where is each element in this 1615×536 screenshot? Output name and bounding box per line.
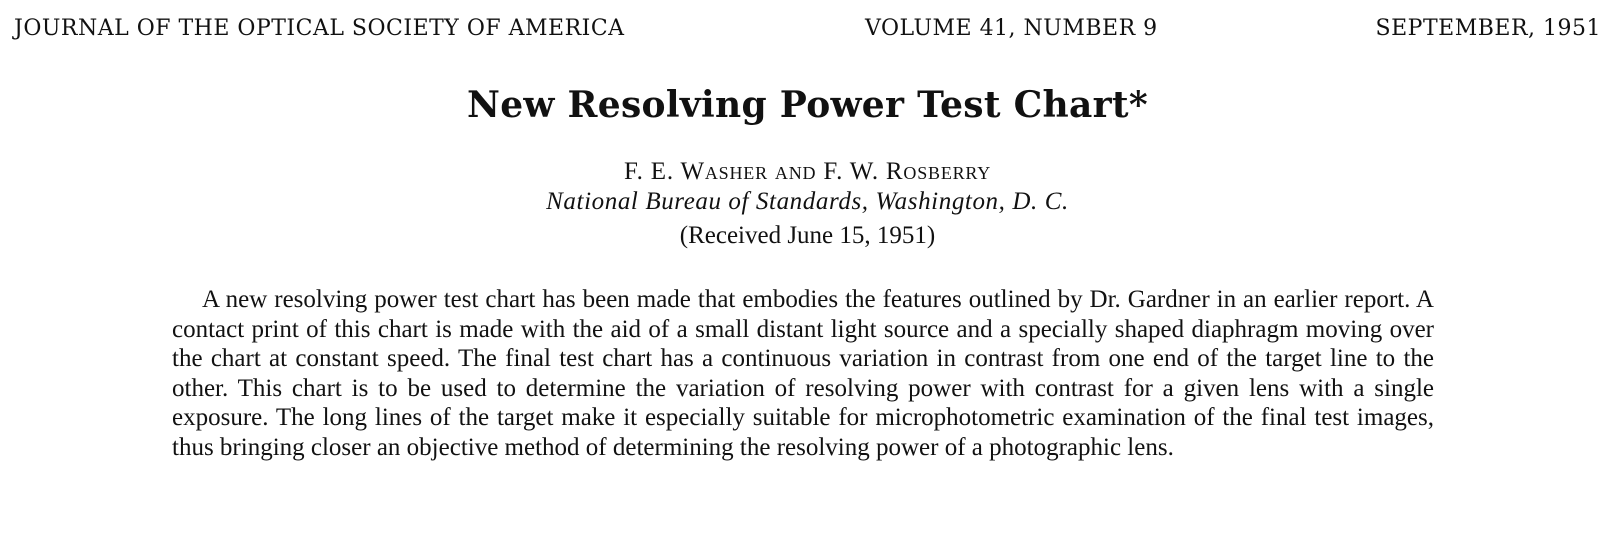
volume-number: VOLUME 41, NUMBER 9 xyxy=(865,16,1158,41)
author-affiliation: National Bureau of Standards, Washington… xyxy=(546,188,1069,215)
journal-name: JOURNAL OF THE OPTICAL SOCIETY OF AMERIC… xyxy=(14,16,625,41)
article-authors: F. E. Washer and F. W. Rosberry xyxy=(623,158,992,185)
running-head: JOURNAL OF THE OPTICAL SOCIETY OF AMERIC… xyxy=(0,16,1615,46)
received-date: (Received June 15, 1951) xyxy=(679,222,936,249)
abstract-paragraph: A new resolving power test chart has bee… xyxy=(172,286,1434,461)
issue-date: SEPTEMBER, 1951 xyxy=(1375,16,1601,41)
article-title: New Resolving Power Test Chart* xyxy=(467,84,1148,126)
